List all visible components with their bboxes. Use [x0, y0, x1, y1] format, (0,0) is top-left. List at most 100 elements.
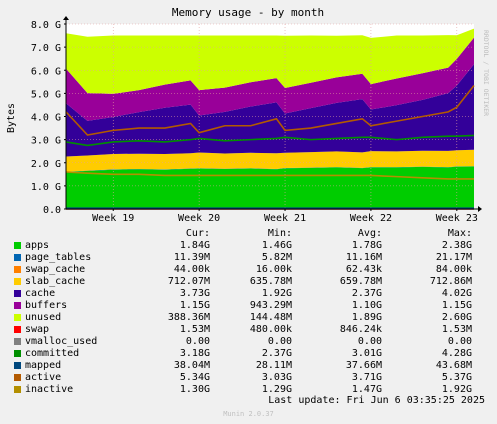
legend-row-slab-cache: slab_cache 712.07M 635.78M 659.78M 712.86M	[12, 276, 492, 288]
legend-swatch	[14, 374, 21, 381]
header-avg: Avg:	[357, 228, 382, 239]
legend-name: apps	[25, 240, 50, 251]
last-update: Last update: Fri Jun 6 03:35:25 2025	[268, 395, 485, 406]
legend-swatch	[14, 254, 21, 261]
line-committed	[65, 134, 475, 147]
legend-max: 21.17M	[435, 252, 472, 263]
legend-swatch	[14, 242, 21, 249]
legend-min: 5.82M	[261, 252, 292, 263]
legend-swatch	[14, 278, 21, 285]
line-inactive	[65, 171, 474, 180]
y-tick-label: 1.0 G	[31, 182, 61, 193]
legend-max: 4.02G	[441, 288, 472, 299]
area-apps	[66, 166, 474, 209]
legend-name: active	[25, 372, 62, 383]
legend-name: swap	[25, 324, 50, 335]
legend-avg: 3.01G	[351, 348, 382, 359]
line-active	[65, 85, 475, 136]
legend-cur: 1.53M	[179, 324, 210, 335]
legend-cur: 1.15G	[179, 300, 210, 311]
legend-max: 43.68M	[435, 360, 472, 371]
legend-name: committed	[25, 348, 80, 359]
legend-row-unused: unused 388.36M 144.48M 1.89G 2.60G	[12, 312, 492, 324]
y-tick-label: 5.0 G	[31, 89, 61, 100]
y-tick-label: 4.0 G	[31, 113, 61, 124]
memory-chart: 0.0 1.0 G 2.0 G 3.0 G 4.0 G 5.0 G 6.0 G 7.0 G 8.…	[6, 6, 490, 224]
legend-name: mapped	[25, 360, 62, 371]
legend-swatch	[14, 338, 21, 345]
y-tick-label: 6.0 G	[31, 66, 61, 77]
legend-min: 1.29G	[261, 384, 292, 395]
legend-max: 84.00k	[435, 264, 472, 275]
y-axis-arrow	[63, 16, 69, 20]
legend-min: 2.37G	[261, 348, 292, 359]
legend-max: 712.86M	[429, 276, 472, 287]
y-tick-label: 2.0 G	[31, 159, 61, 170]
legend-name: page_tables	[25, 252, 92, 263]
legend-cur: 388.36M	[167, 312, 210, 323]
legend-avg: 0.00	[357, 336, 382, 347]
legend-header: Cur: Min: Avg: Max:	[12, 228, 492, 240]
legend-max: 0.00	[447, 336, 472, 347]
legend-row-swap: swap 1.53M 480.00k 846.24k 1.53M	[12, 324, 492, 336]
legend-avg: 846.24k	[339, 324, 382, 335]
legend-min: 635.78M	[249, 276, 292, 287]
chart-title: Memory usage - by month	[172, 6, 324, 19]
legend-swatch	[14, 386, 21, 393]
area-cache	[66, 64, 474, 157]
area-unused	[66, 28, 474, 94]
legend-avg: 1.47G	[351, 384, 382, 395]
legend-max: 5.37G	[441, 372, 472, 383]
legend-min: 144.48M	[249, 312, 292, 323]
legend-swatch	[14, 290, 21, 297]
legend-swatch	[14, 362, 21, 369]
legend-swatch	[14, 314, 21, 321]
area-slab-cache	[66, 149, 474, 172]
legend-name: vmalloc_used	[25, 336, 98, 347]
x-axis-arrow	[478, 206, 482, 212]
legend-max: 1.92G	[441, 384, 472, 395]
y-axis-label: Bytes	[6, 103, 17, 133]
legend-row-swap-cache: swap_cache 44.00k 16.00k 62.43k 84.00k	[12, 264, 492, 276]
legend-min: 1.92G	[261, 288, 292, 299]
x-tick-label: Week 22	[350, 213, 392, 224]
legend-avg: 3.71G	[351, 372, 382, 383]
legend-avg: 2.37G	[351, 288, 382, 299]
legend-row-cache: cache 3.73G 1.92G 2.37G 4.02G	[12, 288, 492, 300]
legend-min: 0.00	[267, 336, 292, 347]
legend-row-page-tables: page_tables 11.39M 5.82M 11.16M 21.17M	[12, 252, 492, 264]
y-tick-label: 8.0 G	[31, 20, 61, 31]
x-tick-label: Week 23	[436, 213, 478, 224]
legend-avg: 659.78M	[339, 276, 382, 287]
legend-max: 4.28G	[441, 348, 472, 359]
x-tick-label: Week 20	[178, 213, 220, 224]
x-tick-label: Week 19	[92, 213, 134, 224]
legend-row-inactive: inactive 1.30G 1.29G 1.47G 1.92G	[12, 384, 492, 396]
munin-version: Munin 2.0.37	[223, 410, 274, 418]
legend-name: swap_cache	[25, 264, 86, 275]
legend-name: slab_cache	[25, 276, 86, 287]
legend-row-buffers: buffers 1.15G 943.29M 1.10G 1.15G	[12, 300, 492, 312]
legend-row-apps: apps 1.84G 1.46G 1.78G 2.38G	[12, 240, 492, 252]
legend-min: 28.11M	[255, 360, 292, 371]
legend-cur: 44.00k	[173, 264, 210, 275]
legend-cur: 11.39M	[173, 252, 210, 263]
legend-max: 2.38G	[441, 240, 472, 251]
legend-row-mapped: mapped 38.04M 28.11M 37.66M 43.68M	[12, 360, 492, 372]
legend-cur: 0.00	[185, 336, 210, 347]
legend-swatch	[14, 350, 21, 357]
header-max: Max:	[447, 228, 472, 239]
legend-cur: 712.07M	[167, 276, 210, 287]
legend-cur: 38.04M	[173, 360, 210, 371]
legend-row-committed: committed 3.18G 2.37G 3.01G 4.28G	[12, 348, 492, 360]
legend-cur: 1.84G	[179, 240, 210, 251]
legend-name: buffers	[25, 300, 68, 311]
legend-cur: 1.30G	[179, 384, 210, 395]
legend-name: inactive	[25, 384, 74, 395]
legend-cur: 3.73G	[179, 288, 210, 299]
legend-cur: 3.18G	[179, 348, 210, 359]
legend-name: cache	[25, 288, 56, 299]
legend-swatch	[14, 302, 21, 309]
legend-avg: 37.66M	[345, 360, 382, 371]
legend-row-active: active 5.34G 3.03G 3.71G 5.37G	[12, 372, 492, 384]
